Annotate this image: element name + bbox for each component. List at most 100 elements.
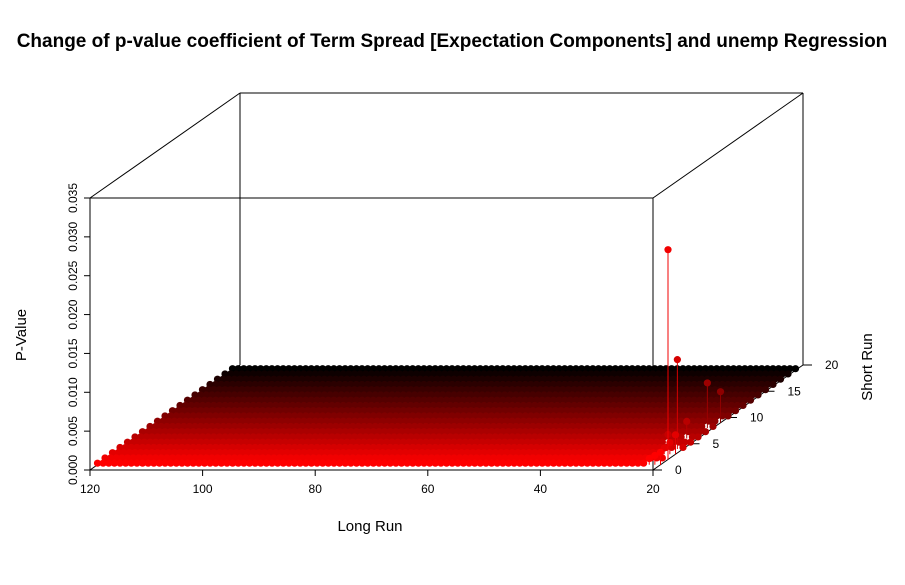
- data-point: [679, 443, 687, 452]
- z-tick-label: 0.020: [66, 299, 80, 329]
- z-tick-label: 0.010: [66, 377, 80, 407]
- data-point: [572, 459, 580, 467]
- data-point: [566, 459, 575, 467]
- data-point: [606, 459, 614, 467]
- data-point: [212, 459, 220, 467]
- data-point: [656, 448, 665, 456]
- data-point: [724, 412, 732, 420]
- data-point: [414, 459, 423, 467]
- data-point: [454, 459, 462, 467]
- z-tick-label: 0.025: [66, 260, 80, 290]
- data-point: [358, 459, 366, 467]
- data-point: [739, 401, 747, 410]
- data-point: [594, 459, 603, 467]
- z-axis: 0.000 0.005 0.010 0.015 0.020 0.025 0.030 0.035: [66, 183, 90, 485]
- data-point: [555, 459, 563, 467]
- data-point: [634, 459, 642, 467]
- y-tick-label: 0: [675, 463, 682, 477]
- data-point: [217, 459, 225, 467]
- data-point: [482, 459, 490, 467]
- x-tick-label: 20: [646, 482, 660, 496]
- data-point: [686, 438, 695, 446]
- data-point: [251, 459, 259, 467]
- data-point: [195, 459, 203, 467]
- data-points: [93, 246, 800, 467]
- y-tick-label: 15: [788, 384, 802, 398]
- data-point: [161, 459, 169, 467]
- data-point: [200, 459, 209, 467]
- y-tick-label: 10: [750, 411, 764, 425]
- data-point: [167, 459, 175, 467]
- data-point: [527, 459, 535, 467]
- data-point: [791, 365, 800, 373]
- data-point: [403, 459, 411, 467]
- data-point: [716, 388, 725, 396]
- data-point: [178, 459, 186, 467]
- data-point: [240, 459, 248, 467]
- data-point: [290, 459, 299, 467]
- z-tick-label: 0.005: [66, 416, 80, 446]
- data-point: [549, 459, 558, 467]
- data-point: [144, 459, 152, 467]
- data-point: [521, 459, 529, 467]
- data-point: [544, 459, 552, 467]
- data-point: [623, 459, 631, 467]
- data-point: [122, 459, 130, 467]
- data-point: [206, 459, 214, 467]
- data-point: [341, 459, 349, 467]
- data-point: [651, 451, 659, 460]
- data-point: [229, 459, 237, 467]
- x-tick-label: 60: [421, 482, 435, 496]
- data-point: [611, 459, 620, 467]
- data-point: [628, 459, 636, 467]
- data-point: [493, 459, 501, 467]
- data-point: [274, 459, 282, 467]
- data-point: [516, 459, 524, 467]
- data-point: [183, 459, 192, 467]
- data-point: [561, 459, 569, 467]
- data-point: [761, 386, 770, 394]
- data-point: [420, 459, 428, 467]
- data-point: [448, 459, 456, 467]
- x-tick-label: 100: [193, 482, 213, 496]
- data-point: [666, 438, 674, 447]
- data-point: [488, 459, 496, 467]
- data-point: [268, 459, 276, 467]
- data-point: [138, 459, 147, 467]
- data-point: [645, 454, 653, 463]
- z-tick-label: 0.035: [66, 183, 80, 213]
- data-point: [617, 459, 625, 467]
- data-point: [431, 459, 439, 467]
- data-point: [533, 459, 541, 467]
- z-axis-label: P-Value: [13, 309, 30, 361]
- x-tick-label: 120: [80, 482, 100, 496]
- data-point: [476, 459, 484, 467]
- data-point: [127, 459, 135, 467]
- data-point: [285, 459, 293, 467]
- data-point: [465, 459, 473, 467]
- data-point: [189, 459, 197, 467]
- data-point: [459, 459, 468, 467]
- y-tick-label: 20: [825, 358, 839, 372]
- data-point: [375, 459, 383, 467]
- data-point: [583, 459, 591, 467]
- x-tick-label: 40: [534, 482, 548, 496]
- data-point: [364, 459, 372, 467]
- data-point: [776, 375, 785, 383]
- x-axis-label: Long Run: [337, 518, 402, 535]
- data-point: [150, 459, 158, 467]
- data-point: [386, 459, 394, 467]
- data-point: [442, 459, 451, 467]
- data-point: [510, 459, 518, 467]
- data-point: [426, 459, 434, 467]
- data-point: [754, 391, 762, 399]
- data-point: [731, 407, 740, 415]
- data-point: [324, 459, 332, 467]
- data-point: [234, 459, 242, 467]
- data-point: [307, 459, 316, 467]
- data-point: [409, 459, 417, 467]
- z-tick-label: 0.000: [66, 455, 80, 485]
- y-tick-label: 5: [713, 437, 720, 451]
- data-point: [664, 246, 672, 254]
